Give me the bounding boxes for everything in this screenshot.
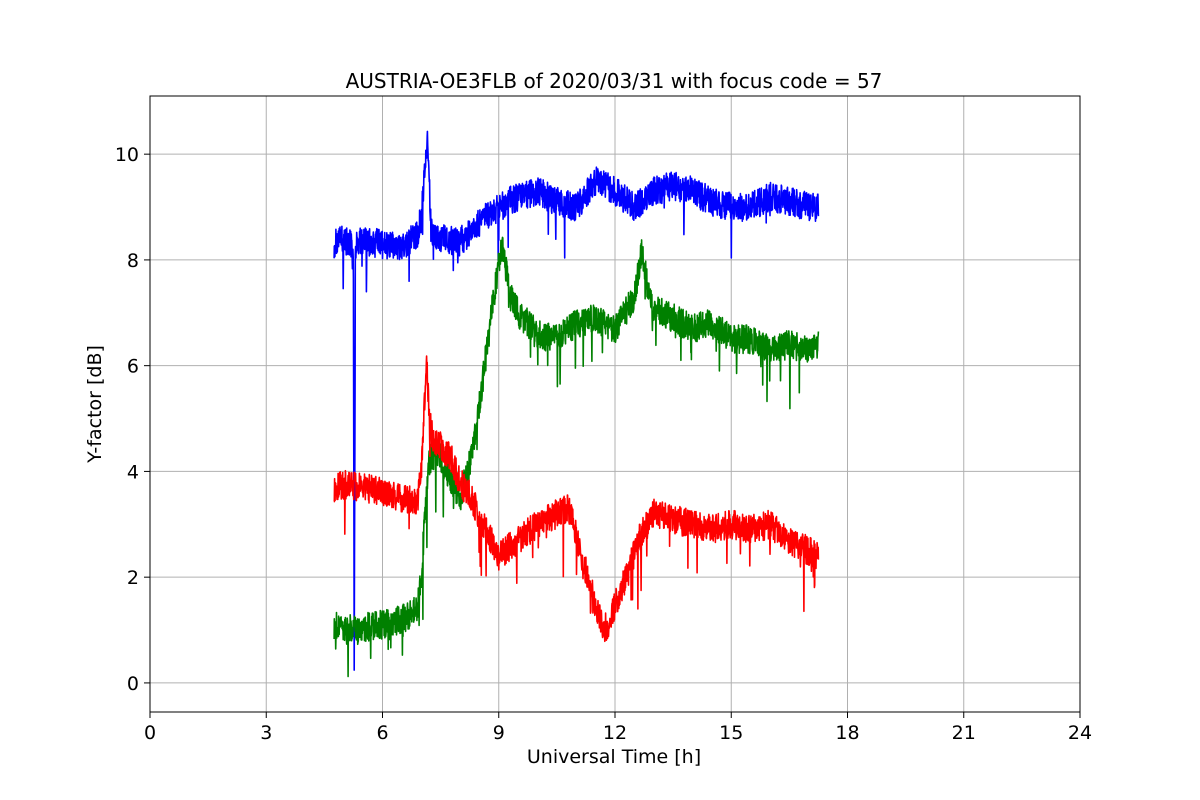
y-tick-label: 10 [115,144,139,166]
x-tick-label: 0 [144,722,156,744]
series-line-2 [333,236,820,678]
x-tick-label: 12 [603,722,627,744]
y-tick-label: 0 [127,673,139,695]
x-tick-label: 3 [260,722,272,744]
y-tick-label: 6 [127,356,139,378]
series-layer [333,130,820,678]
x-tick-label: 9 [493,722,505,744]
series-line-3 [333,355,820,643]
series-line-1 [333,130,820,671]
y-tick-label: 4 [127,461,139,483]
y-tick-label: 2 [127,567,139,589]
x-tick-label: 6 [376,722,388,744]
x-tick-label: 18 [835,722,859,744]
y-tick-label: 8 [127,250,139,272]
x-tick-label: 15 [719,722,743,744]
x-tick-label: 21 [952,722,976,744]
x-axis-label: Universal Time [h] [527,746,701,768]
x-tick-label: 24 [1068,722,1092,744]
chart-title: AUSTRIA-OE3FLB of 2020/03/31 with focus … [346,69,883,93]
y-axis-label: Y-factor [dB] [84,345,106,464]
